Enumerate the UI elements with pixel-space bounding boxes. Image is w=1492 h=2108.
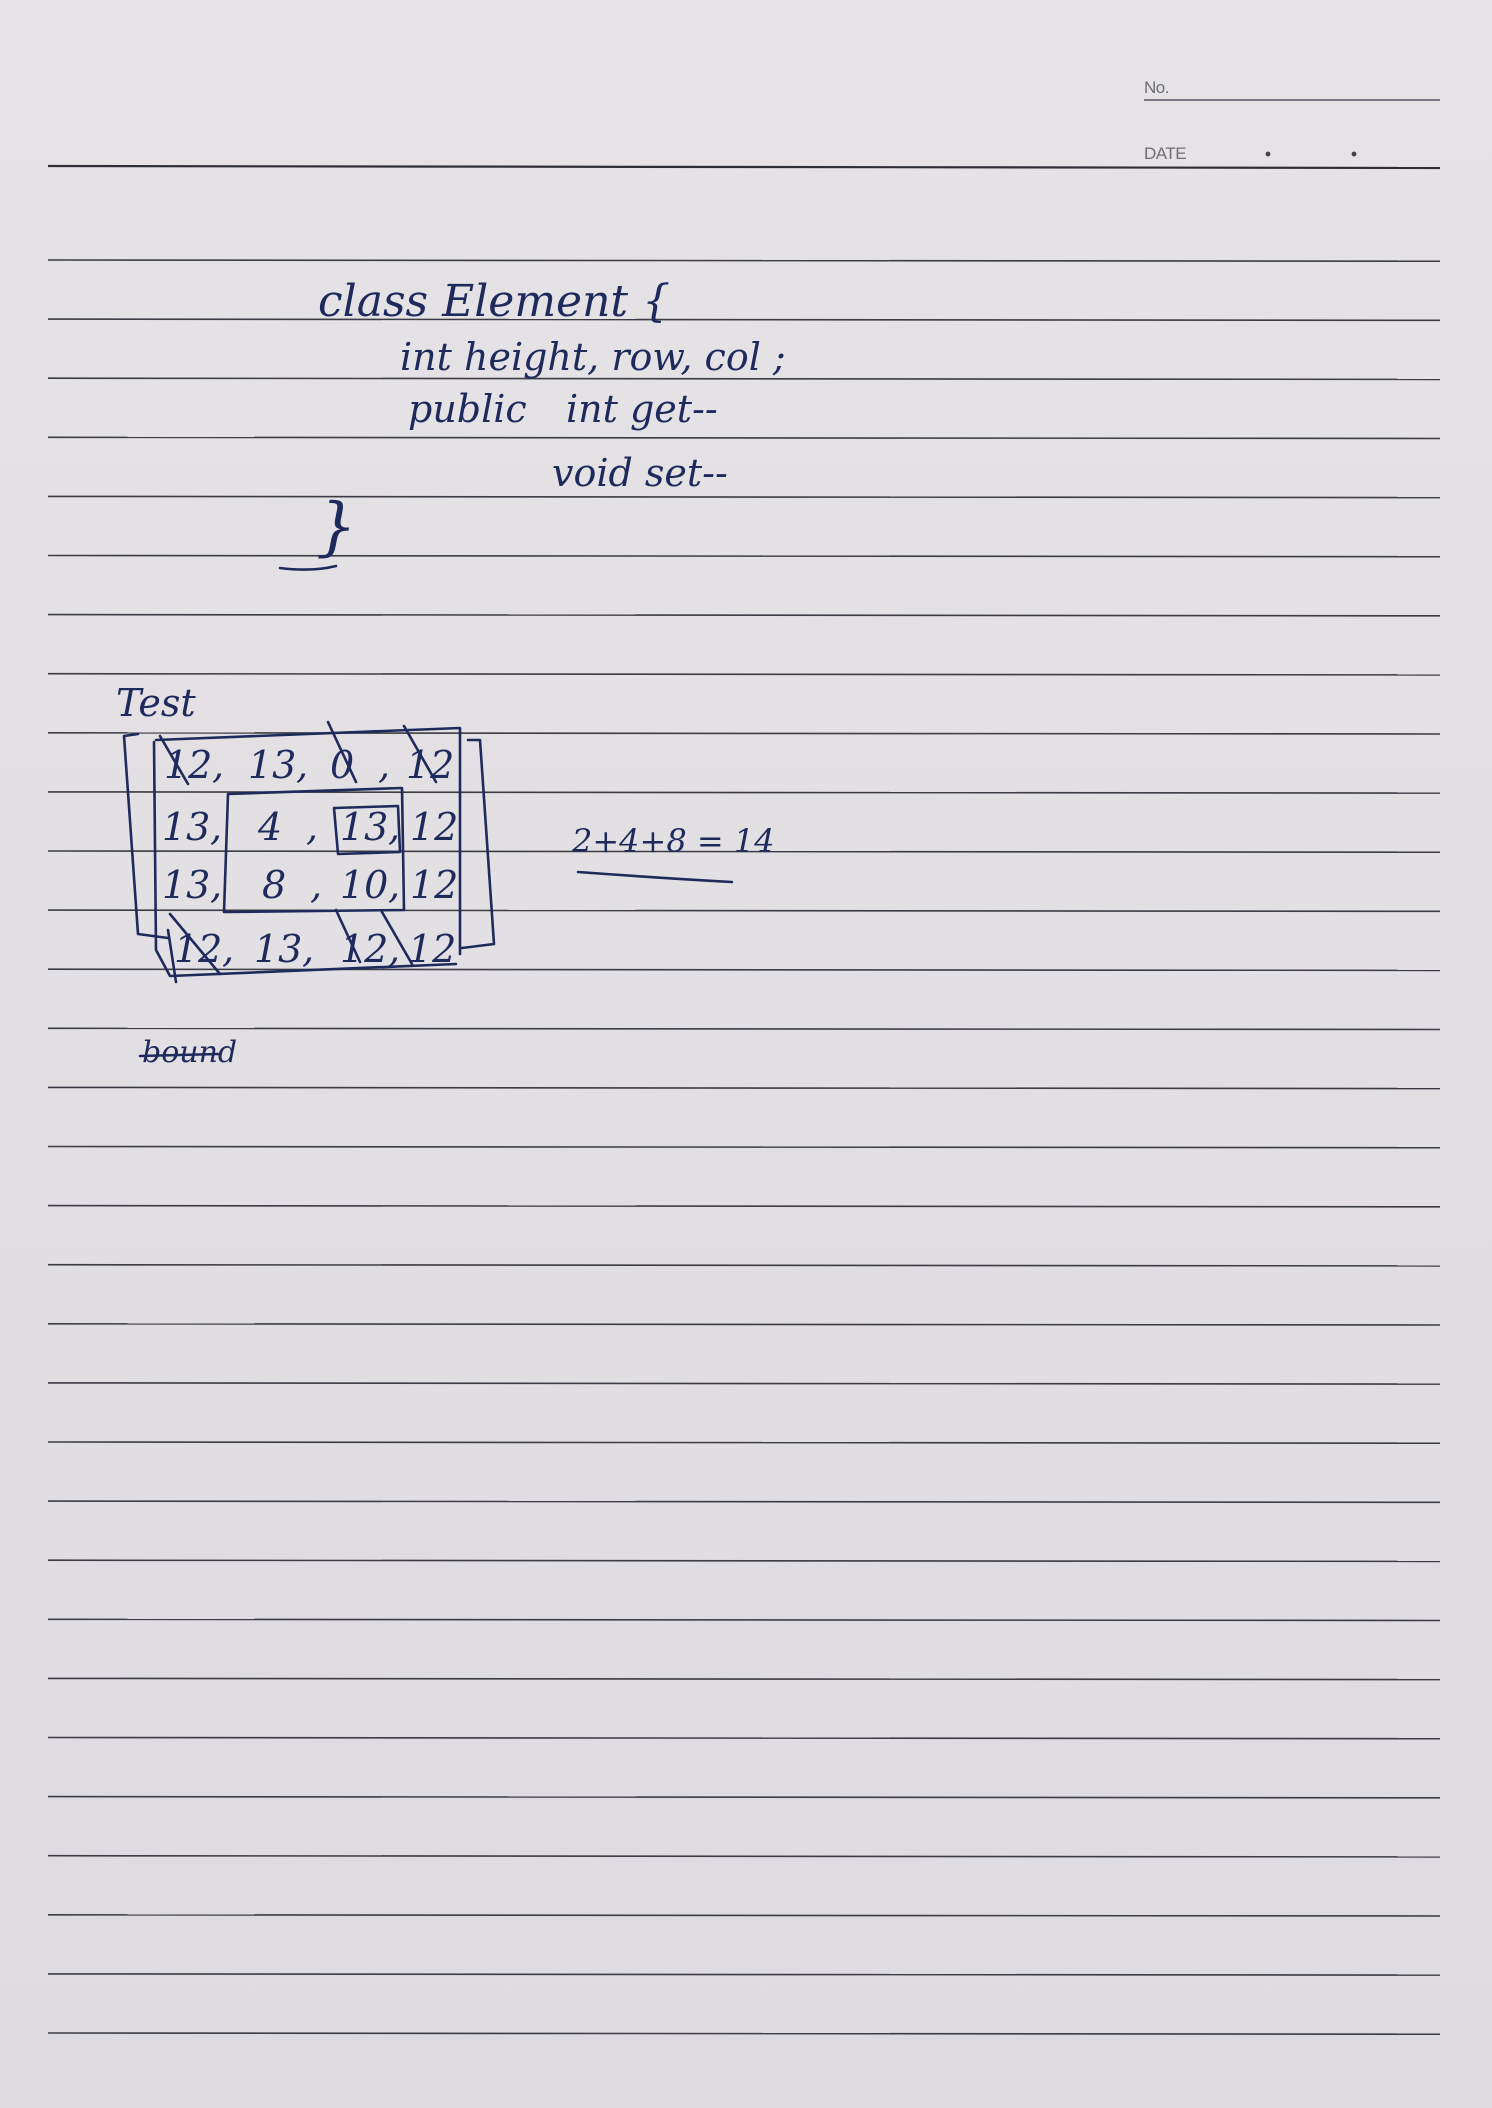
ruled-line xyxy=(48,674,1440,675)
test-heading: Test xyxy=(116,681,196,725)
ruled-line xyxy=(48,2033,1440,2034)
ruled-line xyxy=(48,1028,1440,1029)
ruled-line xyxy=(48,1206,1440,1207)
grid-cell: 12 xyxy=(406,743,454,787)
grid-cell: 13 xyxy=(254,927,302,971)
ruled-line xyxy=(48,1324,1440,1325)
ruled-line xyxy=(48,1087,1440,1088)
ruled-line xyxy=(48,733,1440,734)
grid-comma: , xyxy=(388,863,400,907)
ruled-lines xyxy=(48,260,1440,2034)
grid-cell: 13 xyxy=(162,805,210,849)
ruled-line xyxy=(48,1856,1440,1857)
ruled-line xyxy=(48,1797,1440,1798)
ruled-line xyxy=(48,1678,1440,1679)
grid-comma: , xyxy=(306,805,318,849)
close-brace-tail xyxy=(280,566,336,570)
grid-cell: 12 xyxy=(408,927,456,971)
date-dot xyxy=(1266,152,1271,157)
grid-comma: , xyxy=(222,927,234,971)
code-line-class: class Element { xyxy=(318,276,670,327)
grid-comma: , xyxy=(210,805,222,849)
grid-cell: 4 xyxy=(257,805,282,849)
ruled-line xyxy=(48,1560,1440,1561)
code-line-close: } xyxy=(316,490,357,564)
ruled-line xyxy=(48,1738,1440,1739)
grid-cell: 8 xyxy=(262,863,286,907)
struck-word: bound xyxy=(142,1035,237,1070)
grid-comma: , xyxy=(310,863,322,907)
grid-comma: , xyxy=(210,863,222,907)
ruled-line xyxy=(48,556,1440,557)
grid-comma: , xyxy=(302,927,314,971)
ruled-line xyxy=(48,166,1440,168)
grid-cell: 12 xyxy=(164,743,212,787)
ruled-line xyxy=(48,496,1440,497)
equation-underline xyxy=(578,872,732,882)
grid-comma: , xyxy=(212,743,224,787)
ruled-line xyxy=(48,1265,1440,1266)
ruled-line xyxy=(48,1147,1440,1148)
ruled-line xyxy=(48,437,1440,438)
grid-cell: 13 xyxy=(340,805,388,849)
grid-comma: , xyxy=(296,743,308,787)
grid-cell: 13 xyxy=(248,743,296,787)
ruled-line xyxy=(48,1383,1440,1384)
grid-comma: , xyxy=(388,805,400,849)
grid-cell: 12 xyxy=(410,805,458,849)
code-line-get: int get-- xyxy=(566,387,718,431)
grid-cell: 13 xyxy=(162,863,210,907)
ruled-line xyxy=(48,1619,1440,1620)
ruled-line xyxy=(48,260,1440,261)
code-line-public: public xyxy=(408,387,527,431)
grid-comma: , xyxy=(378,743,390,787)
ruled-line xyxy=(48,1501,1440,1502)
code-line-set: void set-- xyxy=(552,451,728,495)
grid-cell: 10 xyxy=(340,863,388,907)
sum-equation: 2+4+8 = 14 xyxy=(571,822,775,860)
outer-right-bracket xyxy=(462,740,494,948)
code-line-fields: int height, row, col ; xyxy=(400,335,786,379)
ruled-line xyxy=(48,319,1440,320)
ruled-line xyxy=(48,1442,1440,1443)
ruled-line xyxy=(48,615,1440,616)
ruled-line xyxy=(48,1974,1440,1975)
date-dot xyxy=(1352,152,1357,157)
ruled-line xyxy=(48,1915,1440,1916)
grid-cell: 12 xyxy=(410,863,458,907)
